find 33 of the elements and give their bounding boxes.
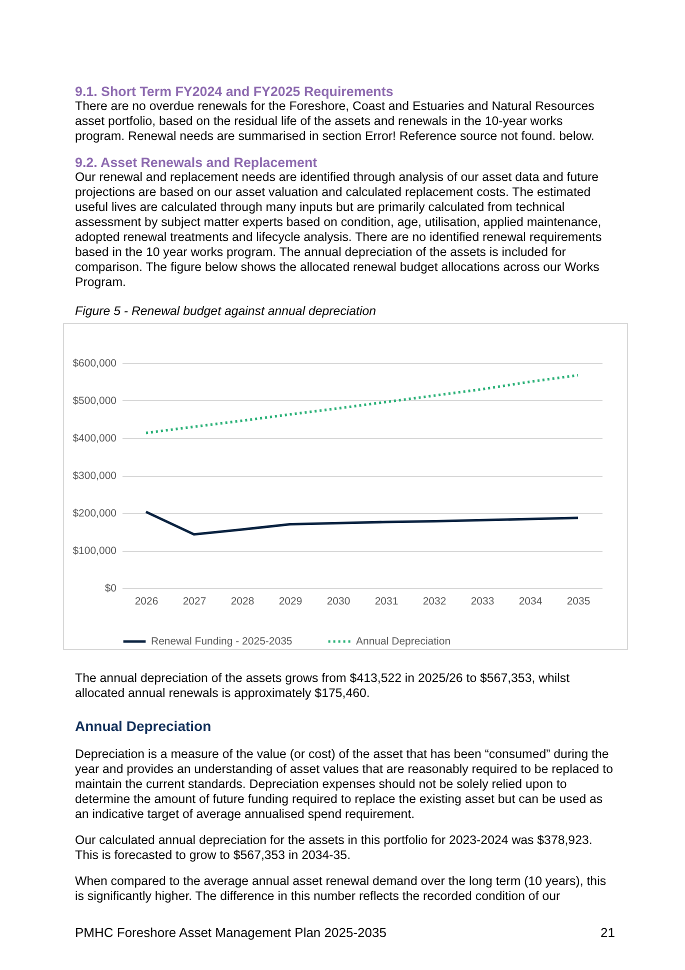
x-tick-label: 2026 [134,596,158,608]
x-tick-label: 2031 [374,596,398,608]
y-tick-label: $500,000 [72,395,117,407]
text: When compared to the average annual asset renewal demand over the long term (10 years), this is significantly higher. The difference in this number reflects the recorded condition of our [75,874,608,904]
text: Our calculated annual depreciation for the assets in this portfolio for 2023-2024 was $378,923. This is forecasted to grow to $567,353 in 2034-35. [75,833,594,863]
text: 9.1. Short Term FY2024 and FY2025 Requirements [75,84,394,99]
y-tick-label: $0 [104,582,117,594]
x-tick-label: 2032 [422,596,446,608]
x-tick-label: 2030 [326,596,350,608]
text: 9.2. Asset Renewals and Replacement [75,155,318,170]
y-tick-label: $400,000 [72,432,117,444]
x-tick-label: 2035 [566,596,590,608]
text: Annual Depreciation [75,718,212,734]
y-tick-label: $100,000 [72,545,117,557]
legend-label: Renewal Funding - 2025-2035 [151,636,292,648]
legend-label: Annual Depreciation [356,636,451,648]
x-tick-label: 2033 [470,596,494,608]
x-tick-label: 2029 [278,596,302,608]
text: PMHC Foreshore Asset Management Plan 2025-2035 [75,925,386,940]
x-tick-label: 2034 [518,596,542,608]
y-tick-label: $200,000 [72,508,117,520]
text: Depreciation is a measure of the value (or cost) of the asset that has been “consumed” during the year and provides an understanding of asset values that are reasonably required to be replaced to maintain the current standards. Depreciation expenses should not be solely relied upon to determine the amount of future funding required to replace the existing asset but can be used as an indicative target of average annualised spend requirement. [75,747,614,822]
text: There are no overdue renewals for the Foreshore, Coast and Estuaries and Natural Resources asset portfolio, based on the residual life of the assets and renewals in the 10-year works program. Renewal needs are summarised in section Error! Reference source not found. below. [75,99,596,144]
text: The annual depreciation of the assets grows from $413,522 in 2025/26 to $567,353, whilst allocated annual renewals is approximately $175,460. [75,671,571,701]
x-tick-label: 2028 [230,596,254,608]
line-series [144,510,580,536]
chart-title: Figure 5 - Renewal budget against annual depreciation [75,304,378,319]
text: Our renewal and replacement needs are identified through analysis of our asset data and future projections are based on our asset valuation and calculated replacement costs. The estimated useful lives are calculated through many inputs but are primarily calculated from technical assessment by subject matter experts based on condition, age, utilisation, applied maintenance, adopted renewal treatments and lifecycle analysis. There are no identified renewal requirements based in the 10 year works program. The annual depreciation of the assets is included for comparison. The figure below shows the allocated renewal budget allocations across our Works Program. [75,170,603,290]
line-series [144,374,580,434]
text: 21 [600,925,615,940]
y-tick-label: $600,000 [72,358,117,370]
y-tick-label: $300,000 [72,470,117,482]
x-tick-label: 2027 [182,596,206,608]
